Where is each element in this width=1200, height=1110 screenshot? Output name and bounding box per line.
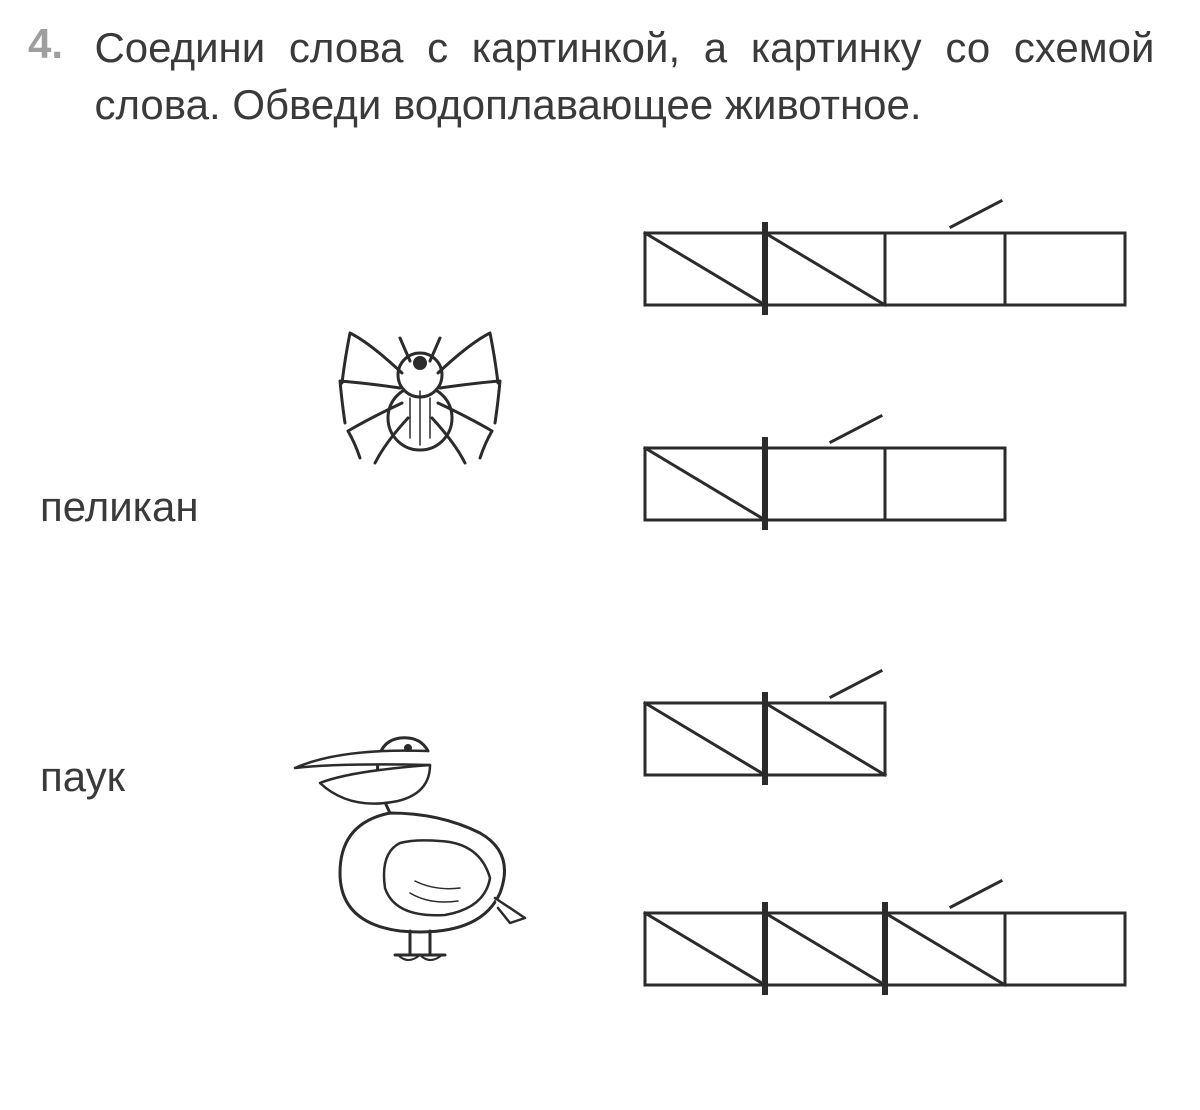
task-header: 4. Соедини слова с картинкой, а картинку… [20,20,1160,133]
word-schema [640,865,1140,1000]
pelican-icon [280,693,550,978]
word-schema [640,185,1140,320]
exercise-page: 4. Соедини слова с картинкой, а картинку… [0,0,1200,1093]
work-area: пеликан паук [20,193,1160,1073]
word-schema [640,655,900,790]
word-schema [640,400,1020,535]
spider-icon [320,303,520,478]
word-label: пеликан [40,483,199,531]
word-label: паук [40,753,125,801]
task-number: 4. [20,20,90,68]
task-instructions: Соедини слова с картинкой, а картинку со… [94,20,1154,133]
